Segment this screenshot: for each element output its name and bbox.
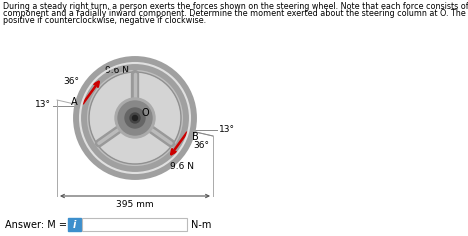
Text: N-m: N-m <box>191 220 212 230</box>
Circle shape <box>132 115 138 121</box>
Text: 13°: 13° <box>219 125 234 134</box>
Circle shape <box>118 101 152 135</box>
Text: A: A <box>71 97 77 107</box>
Text: 36°: 36° <box>63 77 80 86</box>
Circle shape <box>90 73 180 163</box>
Text: During a steady right turn, a person exerts the forces shown on the steering whe: During a steady right turn, a person exe… <box>3 2 468 11</box>
Text: 13°: 13° <box>36 100 51 109</box>
Text: positive if counterclockwise, negative if clockwise.: positive if counterclockwise, negative i… <box>3 16 206 25</box>
Circle shape <box>125 108 145 128</box>
Text: i: i <box>73 220 76 230</box>
Text: O: O <box>142 108 150 118</box>
Text: B: B <box>191 132 198 142</box>
Text: 9.6 N: 9.6 N <box>105 66 129 75</box>
Text: Answer: M =: Answer: M = <box>5 220 67 230</box>
Text: component and a radially inward component. Determine the moment exerted about th: component and a radially inward componen… <box>3 9 468 18</box>
Circle shape <box>130 113 140 123</box>
FancyBboxPatch shape <box>68 218 81 231</box>
Circle shape <box>85 68 185 168</box>
Text: 36°: 36° <box>194 141 210 150</box>
FancyBboxPatch shape <box>82 218 187 231</box>
Text: 9.6 N: 9.6 N <box>170 162 194 171</box>
Text: 395 mm: 395 mm <box>116 200 154 209</box>
Circle shape <box>115 98 155 138</box>
